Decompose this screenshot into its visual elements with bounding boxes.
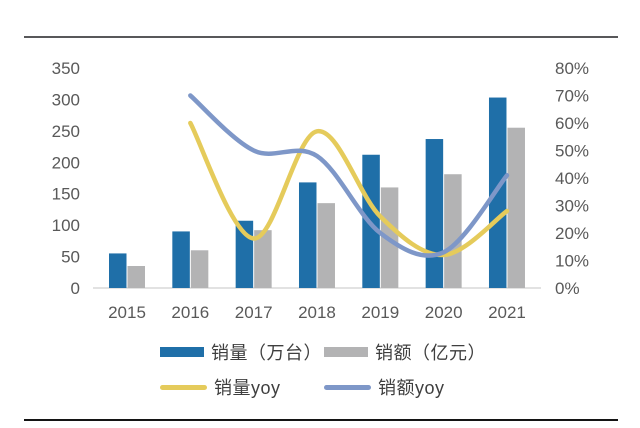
bar-销额（亿元）-2016[interactable] xyxy=(190,250,209,288)
top-divider xyxy=(24,36,618,38)
legend-label-volume-yoy: 销量yoy xyxy=(214,378,281,398)
line-销额yoy[interactable] xyxy=(188,93,510,258)
legend-item-sales-amount[interactable]: 销额（亿元） xyxy=(324,341,486,363)
bar-销量（万台）-2021[interactable] xyxy=(488,97,507,289)
left-axis-tick: 100 xyxy=(52,216,80,235)
legend-row-1: 销量（万台） 销额（亿元） xyxy=(160,341,520,363)
left-axis-tick: 300 xyxy=(52,90,80,109)
right-axis-tick: 0% xyxy=(555,279,580,298)
bar-销额（亿元）-2018[interactable] xyxy=(317,203,335,288)
bar-销额（亿元）-2020[interactable] xyxy=(444,174,462,288)
sales-amount-bar-swatch xyxy=(324,347,368,357)
right-axis-tick: 60% xyxy=(555,114,589,133)
bar-销额（亿元）-2021[interactable] xyxy=(507,127,525,288)
sales-volume-bar-swatch xyxy=(160,347,204,357)
combo-chart: 0 50 100 150 200 250 300 350 0% 10% 20% 30% 40% 50% 60… xyxy=(52,59,589,322)
volume-yoy-line-swatch xyxy=(160,384,207,390)
right-axis-tick: 50% xyxy=(555,142,589,161)
left-axis-tick: 50 xyxy=(61,248,80,267)
x-axis-label: 2021 xyxy=(488,303,526,322)
amount-yoy-line-swatch xyxy=(324,384,371,390)
legend-item-sales-volume[interactable]: 销量（万台） xyxy=(160,341,322,363)
legend-label-sales-volume: 销量（万台） xyxy=(211,343,322,363)
bar-销额（亿元）-2017[interactable] xyxy=(254,230,272,288)
right-axis-tick: 30% xyxy=(555,197,589,216)
left-axis-tick: 200 xyxy=(52,153,80,172)
legend-item-volume-yoy[interactable]: 销量yoy xyxy=(160,376,281,398)
bar-销量（万台）-2018[interactable] xyxy=(298,182,317,288)
x-axis-label: 2017 xyxy=(235,303,273,322)
left-axis-tick: 150 xyxy=(52,185,80,204)
right-axis-tick: 20% xyxy=(555,224,589,243)
x-axis-label: 2019 xyxy=(361,303,399,322)
right-axis-tick: 70% xyxy=(555,87,589,106)
right-axis-tick: 80% xyxy=(555,59,589,78)
bar-销量（万台）-2020[interactable] xyxy=(425,139,444,288)
left-axis-tick: 250 xyxy=(52,122,80,141)
legend-label-sales-amount: 销额（亿元） xyxy=(375,343,486,363)
bar-销额（亿元）-2015[interactable] xyxy=(127,266,146,288)
left-axis-tick: 0 xyxy=(71,279,80,298)
line-销量yoy[interactable] xyxy=(188,120,510,258)
bottom-divider xyxy=(24,419,618,421)
bar-销量（万台）-2015[interactable] xyxy=(109,253,127,288)
right-axis-tick: 40% xyxy=(555,169,589,188)
x-axis-label: 2015 xyxy=(108,303,146,322)
legend-row-2: 销量yoy 销额yoy xyxy=(160,376,520,398)
legend-label-amount-yoy: 销额yoy xyxy=(378,378,445,398)
legend-item-amount-yoy[interactable]: 销额yoy xyxy=(324,376,445,398)
x-axis-label: 2018 xyxy=(298,303,336,322)
left-axis-tick: 350 xyxy=(52,59,80,78)
x-axis-label: 2016 xyxy=(171,303,209,322)
right-axis-tick: 10% xyxy=(555,252,589,271)
bar-销量（万台）-2016[interactable] xyxy=(172,231,190,288)
x-axis-label: 2020 xyxy=(425,303,463,322)
